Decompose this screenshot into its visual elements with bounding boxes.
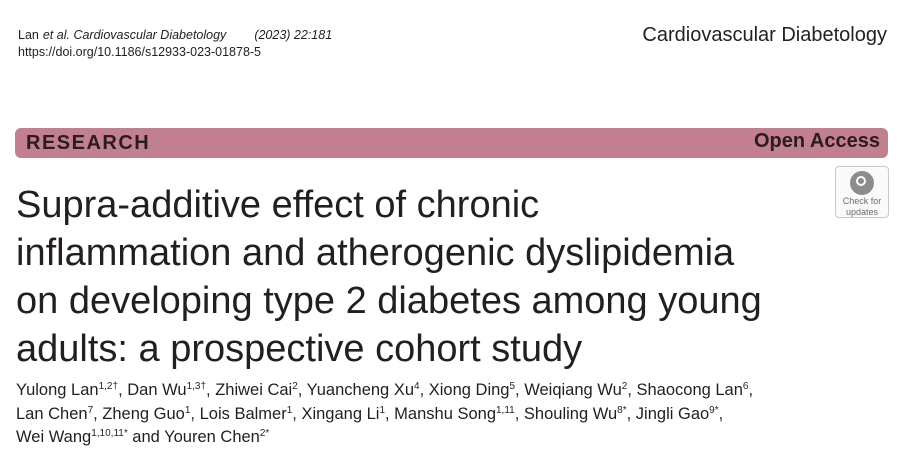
author-affiliation: 1,10,11* xyxy=(91,428,128,439)
author-separator: and xyxy=(127,428,165,446)
author-name[interactable]: Manshu Song xyxy=(394,404,496,423)
author-name[interactable]: Yulong Lan xyxy=(16,381,99,399)
author-separator: , xyxy=(419,381,429,399)
author-name[interactable]: Zhiwei Cai xyxy=(215,381,293,399)
author-name[interactable]: Zheng Guo xyxy=(102,404,185,423)
author-affiliation: 1 xyxy=(184,404,191,416)
author-name[interactable]: Lan Chen xyxy=(16,404,88,423)
check-updates-line2: updates xyxy=(845,207,879,217)
title-line: adults: a prospective cohort study xyxy=(16,328,583,370)
author-separator: , xyxy=(626,404,636,423)
author-name[interactable]: Jingli Gao xyxy=(635,404,710,423)
author-affiliation: 6 xyxy=(742,381,749,392)
author-row: Yulong Lan1,2†, Dan Wu1,3†, Zhiwei Cai2,… xyxy=(16,379,753,403)
citation-journal: Cardiovascular Diabetology xyxy=(73,28,227,42)
author-affiliation: 1 xyxy=(286,404,293,416)
citation-etal: et al. xyxy=(42,28,70,42)
author-separator: , xyxy=(515,381,525,399)
author-name[interactable]: Shouling Wu xyxy=(523,404,618,423)
author-name[interactable]: Xiong Ding xyxy=(428,381,510,399)
author-name[interactable]: Shaocong Lan xyxy=(636,381,743,399)
check-updates-icon xyxy=(850,171,874,195)
doi-link[interactable]: https://doi.org/10.1186/s12933-023-01878… xyxy=(18,45,262,59)
article-title: Supra-additive effect of chronic inflamm… xyxy=(16,181,836,373)
author-affiliation: 2 xyxy=(292,381,298,392)
author-separator: , xyxy=(190,404,200,423)
section-banner: RESEARCH Open Access xyxy=(15,128,888,158)
author-affiliation: 9* xyxy=(709,404,719,416)
author-affiliation: 1,3† xyxy=(186,381,207,392)
author-list: Yulong Lan1,2†, Dan Wu1,3†, Zhiwei Cai2,… xyxy=(16,379,753,450)
author-separator: , xyxy=(718,404,724,423)
author-affiliation: 7 xyxy=(87,404,94,416)
title-line: inflammation and atherogenic dyslipidemi… xyxy=(16,232,735,274)
author-affiliation: 5 xyxy=(509,381,516,392)
author-affiliation: 1,2† xyxy=(98,381,119,392)
journal-name: Cardiovascular Diabetology xyxy=(642,24,887,46)
section-label: RESEARCH xyxy=(26,132,151,154)
title-line: on developing type 2 diabetes among youn… xyxy=(16,280,762,322)
citation-volume: (2023) 22:181 xyxy=(254,28,333,42)
open-access-label: Open Access xyxy=(754,130,880,152)
author-row: Lan Chen7, Zheng Guo1, Lois Balmer1, Xin… xyxy=(16,403,753,427)
author-name[interactable]: Wei Wang xyxy=(16,428,92,446)
author-affiliation: 4 xyxy=(414,381,420,392)
author-separator: , xyxy=(118,381,128,399)
author-affiliation: 1,11 xyxy=(496,404,515,416)
author-separator: , xyxy=(748,381,754,399)
author-affiliation: 2* xyxy=(259,428,270,439)
author-name[interactable]: Xingang Li xyxy=(301,404,380,423)
citation-authors: Lan xyxy=(18,28,39,42)
author-separator: , xyxy=(292,404,302,423)
author-affiliation: 2 xyxy=(621,381,628,392)
author-affiliation: 1 xyxy=(379,404,385,416)
check-for-updates-button[interactable]: Check for updates xyxy=(835,166,889,218)
author-separator: , xyxy=(93,404,103,423)
author-separator: , xyxy=(385,404,395,423)
author-name[interactable]: Dan Wu xyxy=(127,381,187,399)
author-name[interactable]: Youren Chen xyxy=(164,428,260,446)
author-separator: , xyxy=(206,381,216,399)
author-name[interactable]: Lois Balmer xyxy=(199,404,287,423)
author-separator: , xyxy=(627,381,637,399)
author-separator: , xyxy=(514,404,524,423)
author-name[interactable]: Yuancheng Xu xyxy=(306,381,415,399)
title-line: Supra-additive effect of chronic xyxy=(16,184,540,226)
citation-block: Lan et al. Cardiovascular Diabetology (202… xyxy=(18,27,332,61)
author-name[interactable]: Weiqiang Wu xyxy=(524,381,622,399)
author-affiliation: 8* xyxy=(617,404,627,416)
author-row: Wei Wang1,10,11* and Youren Chen2* xyxy=(16,426,753,450)
check-updates-line1: Check for xyxy=(842,196,882,206)
author-separator: , xyxy=(297,381,307,399)
